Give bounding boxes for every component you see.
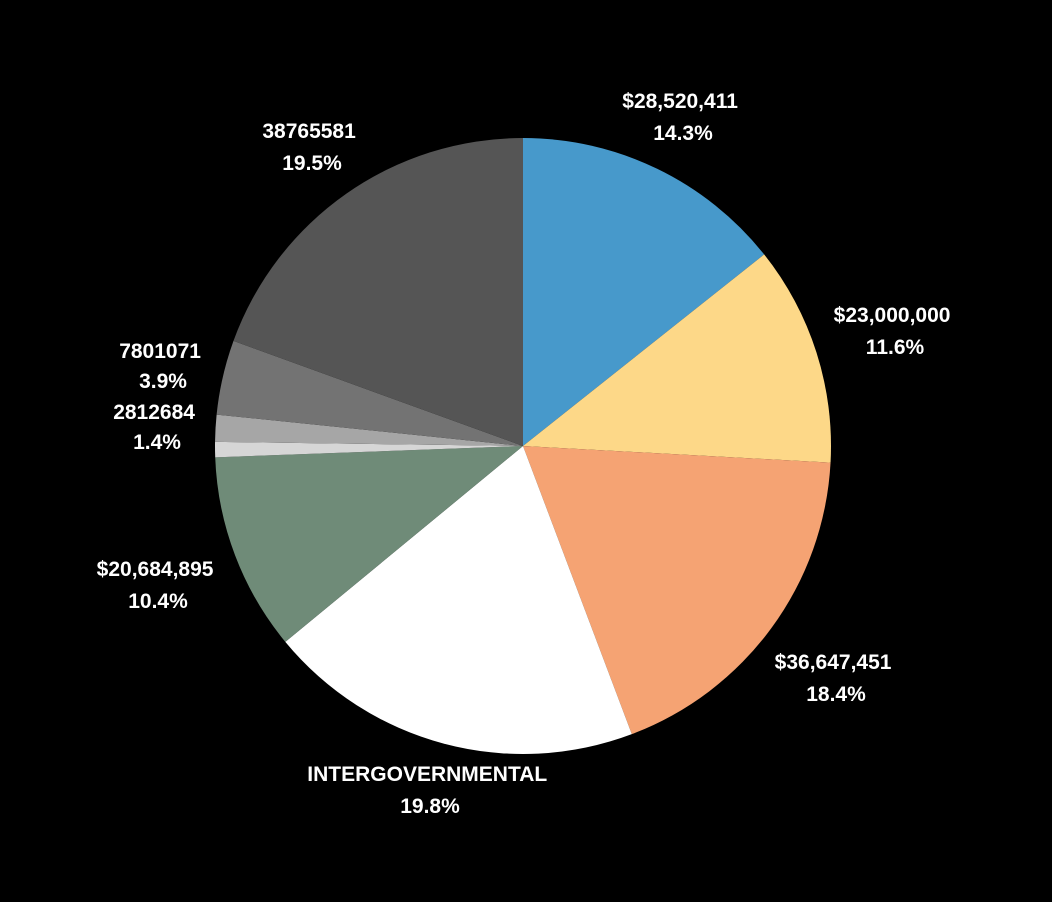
slice-4-percent-label: 10.4% [128, 590, 188, 613]
pie-slices [215, 138, 831, 754]
slice-1-percent-label: 11.6% [866, 336, 925, 359]
pie-labels: $28,520,411 14.3% $23,000,000 11.6% $36,… [97, 90, 957, 818]
pie-slice-5 [215, 441, 523, 458]
slice-label-0: $28,520,411 14.3% [622, 90, 743, 145]
slice-4-value-label: $20,684,895 [97, 558, 214, 581]
slice-3-percent-label: 19.8% [400, 795, 460, 818]
pie-slice-7 [216, 340, 524, 446]
pie-slice-6 [215, 414, 523, 446]
slice-7-percent-label: 3.9% [139, 370, 187, 393]
slice-label-4: $20,684,895 10.4% [97, 558, 220, 613]
slice-6-value-label: 2812684 [113, 401, 195, 424]
slice-label-1: $23,000,000 11.6% [834, 304, 957, 359]
slice-0-percent-label: 14.3% [653, 122, 713, 145]
pie-slice-2 [523, 446, 831, 735]
slice-2-percent-label: 18.4% [806, 683, 866, 706]
slice-8-percent-label: 19.5% [282, 152, 342, 175]
slice-1-value-label: $23,000,000 [834, 304, 951, 327]
slice-label-6: 2812684 1.4% [113, 401, 201, 454]
slice-3-value-label: INTERGOVERNMENTAL [307, 763, 547, 786]
pie-slice-1 [523, 254, 831, 463]
slice-6-percent-label: 1.4% [133, 431, 181, 454]
slice-2-value-label: $36,647,451 [775, 651, 892, 674]
slice-8-value-label: 38765581 [262, 120, 356, 143]
pie-slice-8 [233, 138, 524, 446]
slice-label-8: 38765581 19.5% [262, 120, 361, 175]
pie-slice-3 [285, 446, 632, 754]
pie-slice-0 [523, 138, 765, 446]
pie-slice-4 [215, 446, 523, 642]
slice-0-value-label: $28,520,411 [622, 90, 738, 113]
slice-label-3: INTERGOVERNMENTAL 19.8% [307, 763, 552, 818]
slice-7-value-label: 7801071 [119, 340, 201, 363]
slice-label-7: 7801071 3.9% [119, 340, 207, 393]
slice-label-2: $36,647,451 18.4% [775, 651, 898, 706]
